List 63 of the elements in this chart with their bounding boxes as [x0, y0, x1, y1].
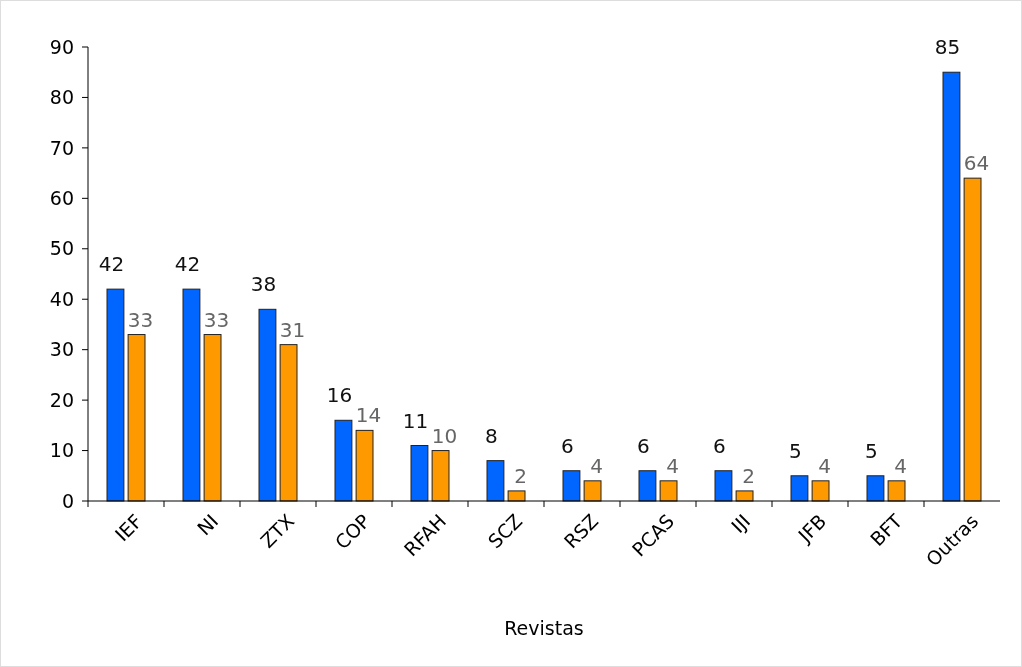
bar: [507, 490, 526, 502]
bar: [866, 475, 885, 502]
data-label: 33: [203, 307, 230, 332]
data-label: 2: [514, 463, 527, 488]
bar: [887, 480, 906, 502]
bar: [790, 475, 809, 502]
y-tick-label: 90: [49, 35, 74, 58]
data-label: 85: [934, 35, 961, 60]
y-tick-label: 50: [49, 237, 74, 260]
data-label: 5: [865, 438, 878, 463]
data-label: 6: [713, 433, 726, 458]
bar: [106, 288, 125, 502]
y-tick-label: 40: [49, 287, 74, 310]
x-tick-label: NI: [192, 509, 223, 540]
data-label: 6: [637, 433, 650, 458]
y-tick-label: 60: [49, 186, 74, 209]
bar: [583, 480, 602, 502]
x-tick-label: JFB: [793, 509, 831, 547]
data-label: 14: [355, 403, 382, 428]
data-label: 8: [485, 423, 498, 448]
data-label: 38: [250, 272, 277, 297]
bar: [638, 470, 657, 502]
y-tick-label: 20: [49, 388, 74, 411]
data-label: 4: [894, 453, 907, 478]
data-label: 16: [326, 383, 353, 408]
y-tick-label: 70: [49, 136, 74, 159]
x-tick-label: IJI: [726, 509, 755, 538]
bar: [279, 344, 298, 502]
y-tick-label: 10: [49, 439, 74, 462]
bar: [735, 490, 754, 502]
data-label: 4: [666, 453, 679, 478]
bar: [714, 470, 733, 502]
x-axis-title: Revistas: [504, 617, 584, 639]
y-tick-label: 0: [61, 489, 74, 512]
data-label: 64: [963, 151, 990, 176]
data-label: 6: [561, 433, 574, 458]
data-label: 4: [590, 453, 603, 478]
bar: [410, 445, 429, 502]
data-label: 31: [279, 317, 306, 342]
data-label: 42: [98, 252, 125, 277]
bar: [203, 334, 222, 502]
data-label: 5: [789, 438, 802, 463]
bar: [659, 480, 678, 502]
data-label: 4: [818, 453, 831, 478]
bar: [942, 71, 961, 502]
bar: [431, 450, 450, 502]
bar: [963, 177, 982, 502]
y-tick-label: 80: [49, 86, 74, 109]
data-label: 10: [431, 423, 458, 448]
bar: [182, 288, 201, 502]
data-label: 42: [174, 252, 201, 277]
x-tick-label: IEF: [110, 509, 147, 546]
data-label: 11: [402, 408, 429, 433]
data-label: 33: [127, 307, 154, 332]
bar: [355, 429, 374, 502]
bar: [486, 460, 505, 502]
bar: [127, 334, 146, 502]
y-tick-label: 30: [49, 338, 74, 361]
data-label: 2: [742, 463, 755, 488]
bar: [334, 419, 353, 502]
bar: [258, 308, 277, 502]
bar: [562, 470, 581, 502]
bar: [811, 480, 830, 502]
